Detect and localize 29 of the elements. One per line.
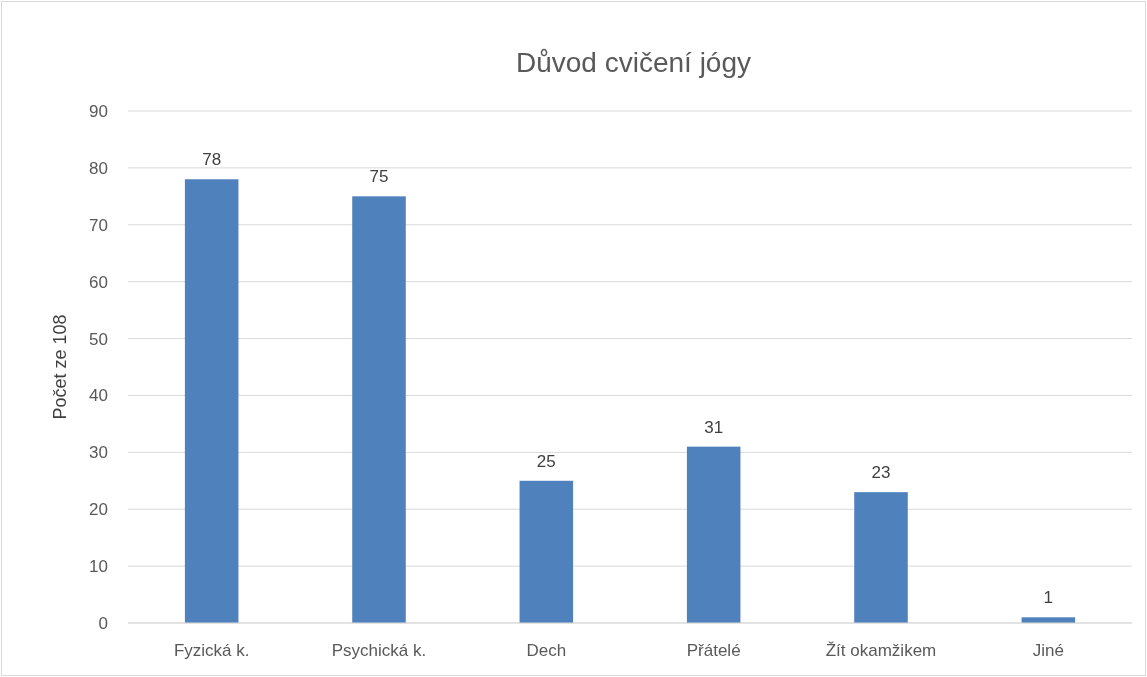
x-tick-label: Žít okamžikem (825, 641, 937, 660)
x-tick-label: Dech (526, 641, 567, 660)
data-label: 25 (536, 451, 556, 471)
y-tick-label: 80 (89, 158, 108, 178)
chart-title: Důvod cvičení jógy (515, 47, 752, 78)
y-tick-label: 30 (89, 443, 108, 463)
x-tick-label: Přátelé (686, 641, 741, 660)
y-tick-label: 20 (89, 500, 108, 520)
y-tick-label: 40 (89, 386, 108, 406)
x-tick-label: Jiné (1032, 641, 1064, 660)
y-tick-label: 60 (89, 272, 108, 292)
y-tick-label: 70 (89, 215, 108, 235)
bar (184, 179, 239, 623)
x-tick-label: Psychická k. (331, 641, 427, 660)
y-tick-label: 90 (89, 101, 108, 121)
data-label: 1 (1043, 588, 1054, 608)
bar (519, 480, 574, 623)
bar (854, 492, 908, 623)
data-label: 31 (704, 417, 724, 437)
y-axis-title: Počet ze 108 (50, 314, 70, 420)
y-tick-label: 50 (89, 329, 108, 349)
y-tick-label: 0 (98, 613, 108, 633)
data-label: 23 (871, 463, 891, 483)
x-tick-label: Fyzická k. (173, 641, 250, 660)
bar (352, 196, 406, 623)
data-label: 78 (202, 150, 222, 170)
y-tick-label: 10 (89, 557, 108, 577)
data-label: 75 (369, 167, 389, 187)
bar (686, 446, 741, 623)
